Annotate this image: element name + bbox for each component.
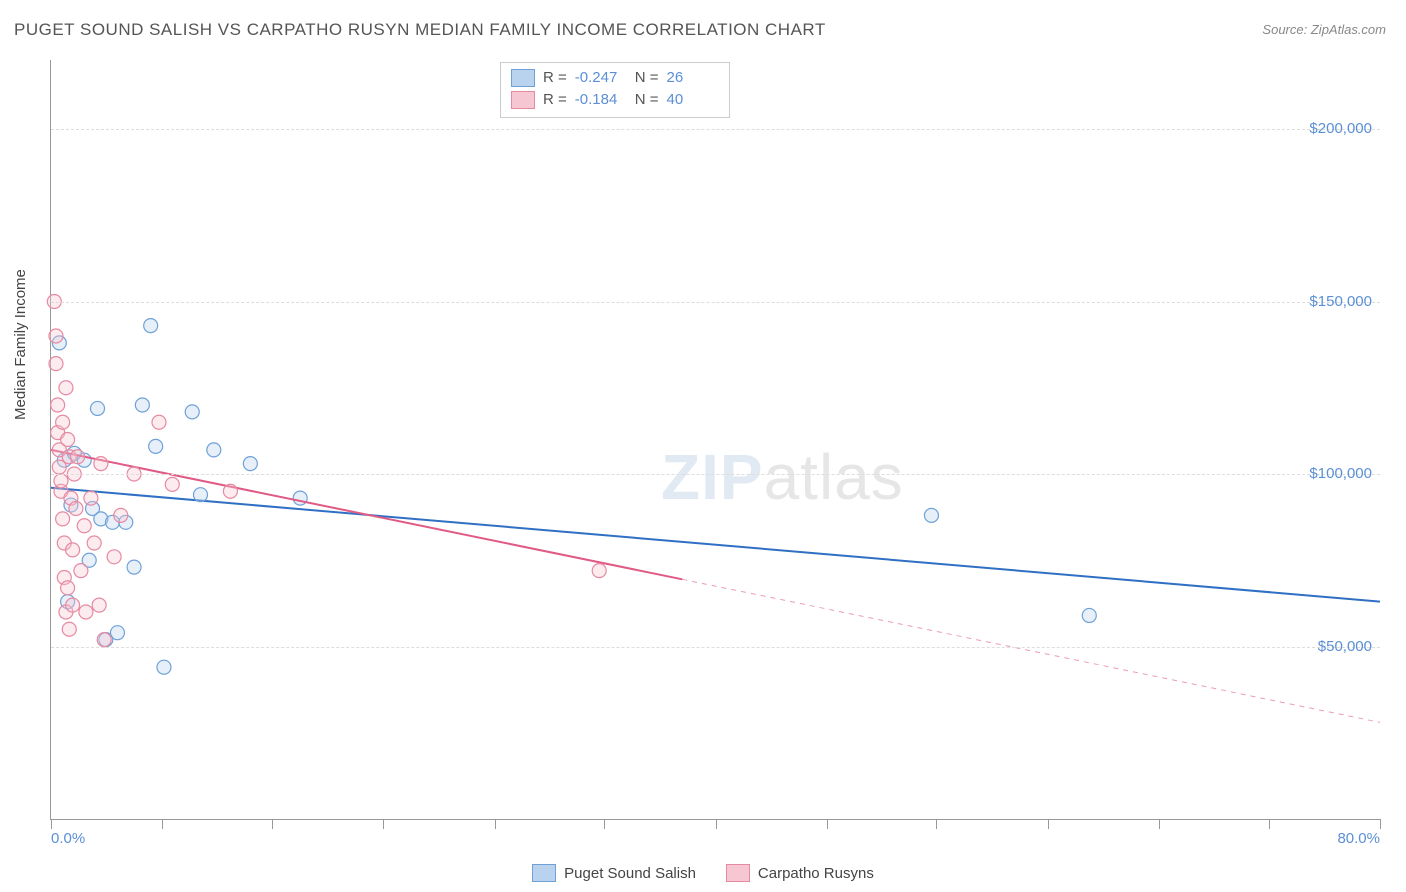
x-tick — [51, 819, 52, 829]
data-point — [243, 457, 257, 471]
data-point — [110, 626, 124, 640]
data-point — [51, 398, 65, 412]
stats-n-value-2: 40 — [667, 89, 719, 111]
data-point — [127, 560, 141, 574]
chart-title: PUGET SOUND SALISH VS CARPATHO RUSYN MED… — [14, 20, 826, 40]
gridline-h — [51, 129, 1380, 130]
x-tick — [1380, 819, 1381, 829]
y-axis-label: Median Family Income — [12, 269, 29, 420]
stats-n-label-1: N = — [635, 67, 659, 89]
data-point — [54, 474, 68, 488]
stats-box: R = -0.247 N = 26 R = -0.184 N = 40 — [500, 62, 730, 118]
data-point — [66, 598, 80, 612]
data-point — [56, 415, 70, 429]
source-value: ZipAtlas.com — [1311, 22, 1386, 37]
data-point — [135, 398, 149, 412]
data-point — [77, 519, 91, 533]
stats-r-value-1: -0.247 — [575, 67, 627, 89]
x-tick — [383, 819, 384, 829]
data-point — [194, 488, 208, 502]
stats-row-2: R = -0.184 N = 40 — [511, 89, 719, 111]
x-tick-label-max: 80.0% — [1337, 830, 1380, 847]
data-point — [74, 564, 88, 578]
x-tick — [936, 819, 937, 829]
data-point — [49, 357, 63, 371]
y-tick-label: $100,000 — [1292, 465, 1372, 482]
stats-r-label-2: R = — [543, 89, 567, 111]
stats-swatch-1 — [511, 69, 535, 87]
data-point — [293, 491, 307, 505]
stats-r-label-1: R = — [543, 67, 567, 89]
data-point — [61, 581, 75, 595]
source-label: Source: — [1262, 22, 1307, 37]
plot-area: ZIPatlas $50,000$100,000$150,000$200,000… — [50, 60, 1380, 820]
x-tick — [495, 819, 496, 829]
data-point — [165, 477, 179, 491]
data-point — [157, 660, 171, 674]
data-point — [92, 598, 106, 612]
data-point — [149, 439, 163, 453]
x-tick — [1269, 819, 1270, 829]
x-tick — [827, 819, 828, 829]
legend: Puget Sound Salish Carpatho Rusyns — [0, 864, 1406, 882]
stats-row-1: R = -0.247 N = 26 — [511, 67, 719, 89]
data-point — [223, 484, 237, 498]
trend-line-0 — [51, 488, 1380, 602]
x-tick-label-min: 0.0% — [51, 830, 85, 847]
stats-n-value-1: 26 — [667, 67, 719, 89]
x-tick — [1159, 819, 1160, 829]
source-attribution: Source: ZipAtlas.com — [1262, 22, 1386, 37]
trend-line-1 — [51, 450, 682, 579]
data-point — [114, 508, 128, 522]
x-tick — [162, 819, 163, 829]
gridline-h — [51, 302, 1380, 303]
y-tick-label: $50,000 — [1292, 638, 1372, 655]
stats-n-label-2: N = — [635, 89, 659, 111]
gridline-h — [51, 474, 1380, 475]
trend-line-dashed-1 — [682, 579, 1380, 722]
legend-item-2: Carpatho Rusyns — [726, 864, 874, 882]
data-point — [71, 450, 85, 464]
data-point — [592, 564, 606, 578]
data-point — [87, 536, 101, 550]
data-point — [61, 433, 75, 447]
legend-label-2: Carpatho Rusyns — [758, 865, 874, 882]
data-point — [152, 415, 166, 429]
legend-item-1: Puget Sound Salish — [532, 864, 696, 882]
data-point — [97, 633, 111, 647]
data-point — [84, 491, 98, 505]
data-point — [185, 405, 199, 419]
data-point — [56, 512, 70, 526]
stats-swatch-2 — [511, 91, 535, 109]
data-point — [49, 329, 63, 343]
data-point — [79, 605, 93, 619]
data-point — [1082, 608, 1096, 622]
data-point — [94, 457, 108, 471]
data-point — [924, 508, 938, 522]
data-point — [144, 319, 158, 333]
data-point — [91, 401, 105, 415]
legend-label-1: Puget Sound Salish — [564, 865, 696, 882]
x-tick — [604, 819, 605, 829]
chart-svg — [51, 60, 1380, 819]
data-point — [62, 622, 76, 636]
legend-swatch-1 — [532, 864, 556, 882]
data-point — [69, 502, 83, 516]
y-tick-label: $150,000 — [1292, 293, 1372, 310]
legend-swatch-2 — [726, 864, 750, 882]
data-point — [66, 543, 80, 557]
gridline-h — [51, 647, 1380, 648]
x-tick — [272, 819, 273, 829]
stats-r-value-2: -0.184 — [575, 89, 627, 111]
data-point — [207, 443, 221, 457]
data-point — [107, 550, 121, 564]
x-tick — [716, 819, 717, 829]
data-point — [59, 381, 73, 395]
x-tick — [1048, 819, 1049, 829]
y-tick-label: $200,000 — [1292, 120, 1372, 137]
